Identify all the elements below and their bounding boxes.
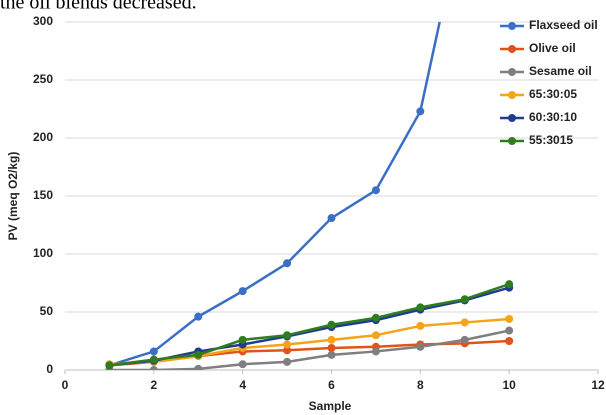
y-tick-label: 250 (33, 72, 53, 86)
data-point (371, 347, 380, 356)
legend-marker (508, 91, 516, 99)
legend-label: Sesame oil (529, 64, 592, 78)
data-point (505, 326, 514, 335)
caption-fragment: the oil blends decreased. (0, 0, 197, 14)
y-tick-label: 50 (40, 304, 54, 318)
data-point (327, 350, 336, 359)
data-point (238, 287, 247, 296)
legend-label: 55:3015 (529, 133, 573, 147)
data-point (194, 364, 203, 370)
x-tick-label: 8 (417, 378, 424, 392)
data-point (460, 318, 469, 327)
y-axis-label: PV (meq O2/kg) (6, 152, 20, 241)
series-line (109, 339, 510, 367)
data-point (371, 313, 380, 322)
series-line (109, 286, 510, 367)
data-point (416, 342, 425, 351)
x-tick-label: 0 (62, 378, 69, 392)
x-axis-label: Sample (309, 399, 352, 413)
legend-marker (508, 68, 516, 76)
data-point (327, 320, 336, 329)
data-point (238, 335, 247, 344)
data-point (327, 343, 336, 352)
data-point (505, 280, 514, 289)
legend-label: 60:30:10 (529, 110, 577, 124)
data-point (283, 340, 292, 349)
legend-marker (508, 22, 516, 30)
y-tick-label: 300 (33, 14, 53, 28)
y-tick-label: 200 (33, 130, 53, 144)
data-point (505, 314, 514, 323)
data-point (283, 259, 292, 268)
legend-label: 65:30:05 (529, 87, 577, 101)
data-point (149, 347, 158, 356)
data-point (238, 360, 247, 369)
series-line (109, 329, 510, 370)
series-line (109, 317, 510, 366)
y-tick-label: 150 (33, 188, 53, 202)
y-tick-label: 100 (33, 246, 53, 260)
legend-marker (508, 114, 516, 122)
data-point (283, 346, 292, 355)
legend-marker (508, 45, 516, 53)
data-point (460, 335, 469, 344)
x-tick-label: 6 (328, 378, 335, 392)
data-point (371, 186, 380, 195)
plot-area (105, 22, 514, 370)
x-tick-label: 10 (502, 378, 516, 392)
x-tick-label: 4 (239, 378, 246, 392)
data-point (327, 214, 336, 223)
data-point (283, 331, 292, 340)
data-point (371, 331, 380, 340)
data-point (149, 366, 158, 370)
legend-label: Olive oil (529, 41, 576, 55)
data-point (416, 321, 425, 330)
data-point (416, 303, 425, 312)
data-point (283, 357, 292, 366)
data-point (105, 361, 114, 370)
data-point (194, 350, 203, 359)
data-point (505, 337, 514, 345)
x-tick-label: 2 (150, 378, 157, 392)
y-tick-label: 0 (46, 362, 53, 376)
series-line (109, 282, 510, 367)
x-tick-label: 12 (591, 378, 605, 392)
data-point (149, 355, 158, 364)
data-point (327, 335, 336, 344)
legend-label: Flaxseed oil (529, 18, 598, 32)
data-point (460, 295, 469, 304)
legend-marker (508, 137, 516, 145)
data-point (194, 312, 203, 321)
data-point (416, 107, 425, 116)
